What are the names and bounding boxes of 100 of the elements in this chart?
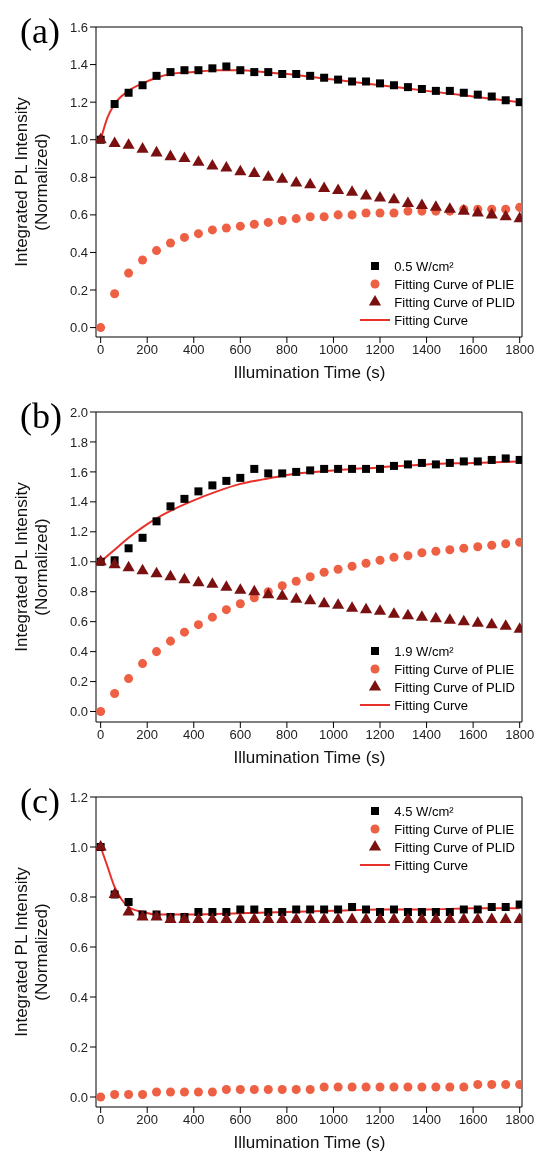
point [348,77,357,86]
x-tick-label: 600 [229,1112,252,1128]
point [487,455,496,464]
y-tick-label: 0.6 [69,207,88,223]
x-tick-label: 1400 [412,1112,442,1128]
point [221,1084,231,1095]
legend-label: 0.5 W/cm² [394,258,454,274]
point [192,912,205,924]
point [206,912,219,924]
point [401,608,415,620]
point [333,210,343,220]
point [136,142,149,153]
x-axis-title: Illumination Time (s) [232,748,387,768]
point [417,85,426,93]
point [248,584,261,596]
point [262,912,275,924]
y-tick-label: 2.0 [69,404,88,420]
point [305,572,315,582]
point [359,912,373,924]
y-tick-label: 1.6 [69,19,88,35]
x-tick-label: 600 [229,727,252,743]
point [136,563,149,575]
point [110,100,119,109]
point [292,69,301,78]
point [304,912,317,924]
point [180,66,189,75]
point [264,68,273,77]
y-tick-label: 1.2 [69,789,88,805]
point [152,246,162,256]
point [334,905,343,914]
point [319,212,329,222]
y-axis-title: Integrated PL Intensity (Normalized) [12,96,51,267]
x-tick-label: 1600 [458,342,488,358]
point [333,564,343,574]
y-tick-label: 1.0 [69,839,88,855]
point [417,548,427,558]
point [305,1084,315,1095]
point [110,1089,120,1100]
point [179,627,189,637]
point [193,1087,203,1097]
point [290,592,303,603]
point [431,86,440,95]
point [362,905,371,914]
y-tick-label: 1.0 [69,554,88,570]
point [459,1082,469,1092]
point [362,77,371,86]
point [443,912,456,924]
point [96,1092,106,1102]
point [165,636,176,646]
legend-label: 1.9 W/cm² [394,643,454,659]
y-tick-label: 0.8 [69,889,88,905]
point [305,212,315,222]
point [376,79,384,88]
y-tick-label: 1.0 [69,132,88,148]
y-tick-label: 0.4 [69,989,88,1005]
point [473,542,483,552]
point [403,83,412,92]
point [499,619,512,630]
point [277,216,287,226]
point [375,555,385,565]
point [277,581,287,591]
point [248,912,261,924]
point [290,175,303,187]
y-tick-label: 0.0 [69,704,88,720]
y-tick-label: 1.2 [69,94,88,110]
y-tick-label: 0.2 [69,1039,88,1055]
x-tick-label: 1400 [412,727,442,743]
y-tick-label: 0.0 [69,320,88,336]
y-tick-label: 1.2 [69,524,88,540]
point [178,151,191,163]
point [362,464,371,473]
x-tick-label: 400 [182,727,205,743]
x-tick-label: 200 [136,342,159,358]
point [234,912,247,924]
point [236,473,245,482]
legend-label: 4.5 W/cm² [394,803,454,819]
x-tick-label: 0 [97,1112,105,1128]
point [138,81,147,90]
point [290,912,303,924]
point [234,164,247,176]
point [306,905,315,914]
point [291,1084,301,1095]
point [515,900,522,909]
point [347,561,357,571]
y-tick-label: 0.6 [69,614,88,630]
legend-label: Fitting Curve [394,857,469,873]
point [178,572,191,584]
chart-title: (c) [20,780,60,822]
point [306,71,315,80]
point [485,912,498,924]
point [235,221,245,231]
point [180,494,189,503]
point [318,596,331,608]
point [473,905,482,914]
point [515,455,522,464]
point [445,86,454,95]
point [459,543,469,553]
x-tick-label: 1000 [318,1112,348,1128]
point [515,98,522,107]
point [124,674,134,684]
